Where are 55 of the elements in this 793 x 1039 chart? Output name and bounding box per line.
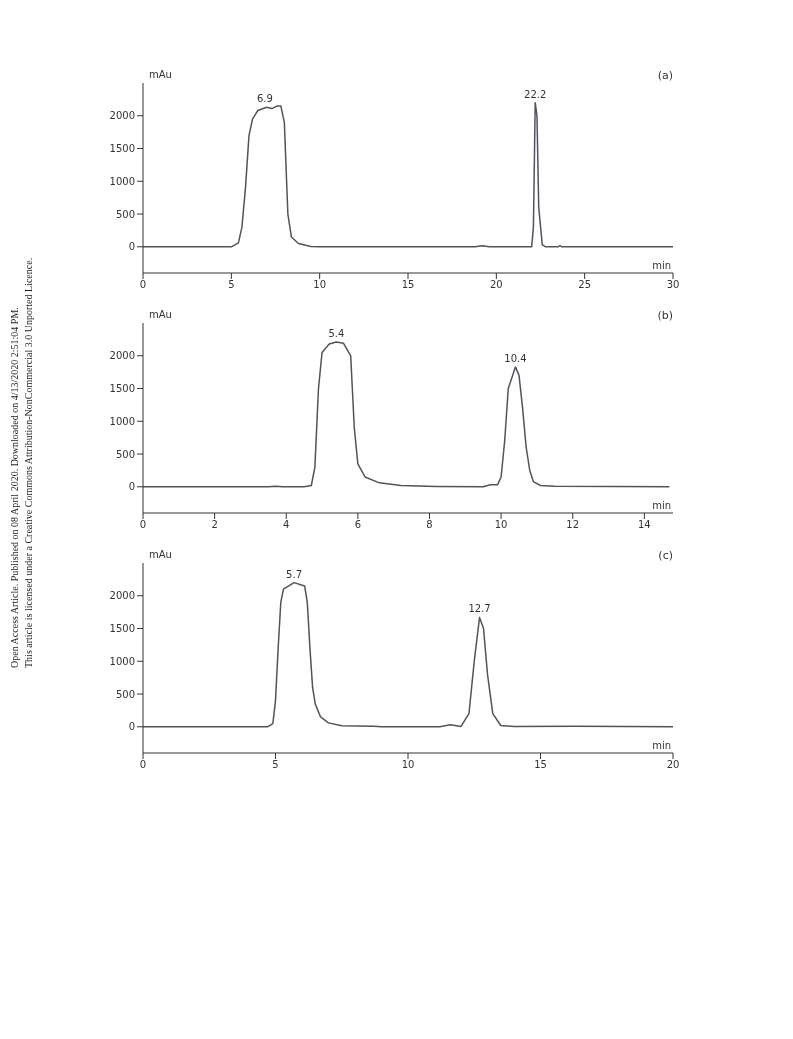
x-tick-label: 14 [637,519,651,531]
x-tick-label: 0 [139,279,147,291]
x-tick-label: 6 [354,519,362,531]
y-tick-label: 1500 [109,143,135,155]
x-tick-label: 10 [401,759,415,771]
y-axis-title: mAu [149,69,172,80]
x-tick-label: 12 [566,519,580,531]
y-tick-label: 0 [128,241,135,253]
x-axis-title: min [652,740,671,751]
x-axis-title: min [652,500,671,511]
y-tick-label: 2000 [109,590,135,602]
x-tick-label: 10 [494,519,508,531]
x-tick-label: 10 [313,279,327,291]
line-series [143,101,673,248]
y-tick-label: 500 [115,688,135,700]
x-tick-label: 4 [283,519,290,531]
x-tick-label: 20 [666,759,680,771]
annotation: 5.4 [328,328,345,339]
text: This article is licensed under a Creative Commons Attribution-NonCommercial 3.0 Unported Licence. [22,256,35,668]
y-tick-label: 500 [115,448,135,460]
x-axis-title: min [652,260,671,271]
chart-title: (c) [658,549,673,562]
annotation: 10.4 [504,352,527,364]
x-tick-label: 0 [139,519,147,531]
annotation: 12.7 [468,603,491,615]
x-tick-label: 25 [578,279,592,291]
annotation: 6.9 [256,93,273,105]
x-tick-label: 15 [534,759,547,771]
y-tick-label: 1000 [109,175,135,187]
chart-title: (a) [657,69,673,82]
y-tick-label: 0 [128,481,135,493]
x-tick-label: 8 [426,519,433,531]
line-series [143,581,673,728]
y-axis-title: mAu [149,549,172,560]
y-tick-label: 1000 [109,655,135,667]
x-tick-label: 30 [666,279,680,291]
y-tick-label: 500 [115,208,135,220]
y-tick-label: 1000 [109,415,135,427]
y-tick-label: 2000 [109,350,135,362]
chart-title: (b) [657,309,673,322]
y-axis-title: mAu [149,309,172,320]
y-tick-label: 1500 [109,623,135,635]
x-tick-label: 5 [228,279,235,291]
x-tick-label: 5 [272,759,279,771]
x-tick-label: 2 [211,519,218,531]
x-tick-label: 15 [401,279,415,291]
y-tick-label: 0 [128,721,135,733]
text: Open Access Article. Published on 08 April 2020. Downloaded on 4/13/2020 2:51:04 PM. [8,306,21,668]
y-tick-label: 1500 [109,383,135,395]
x-tick-label: 20 [489,279,503,291]
x-tick-label: 0 [139,759,147,771]
y-tick-label: 2000 [109,110,135,122]
line-series [143,341,671,488]
annotation: 5.7 [286,568,302,580]
annotation: 22.2 [524,88,547,100]
